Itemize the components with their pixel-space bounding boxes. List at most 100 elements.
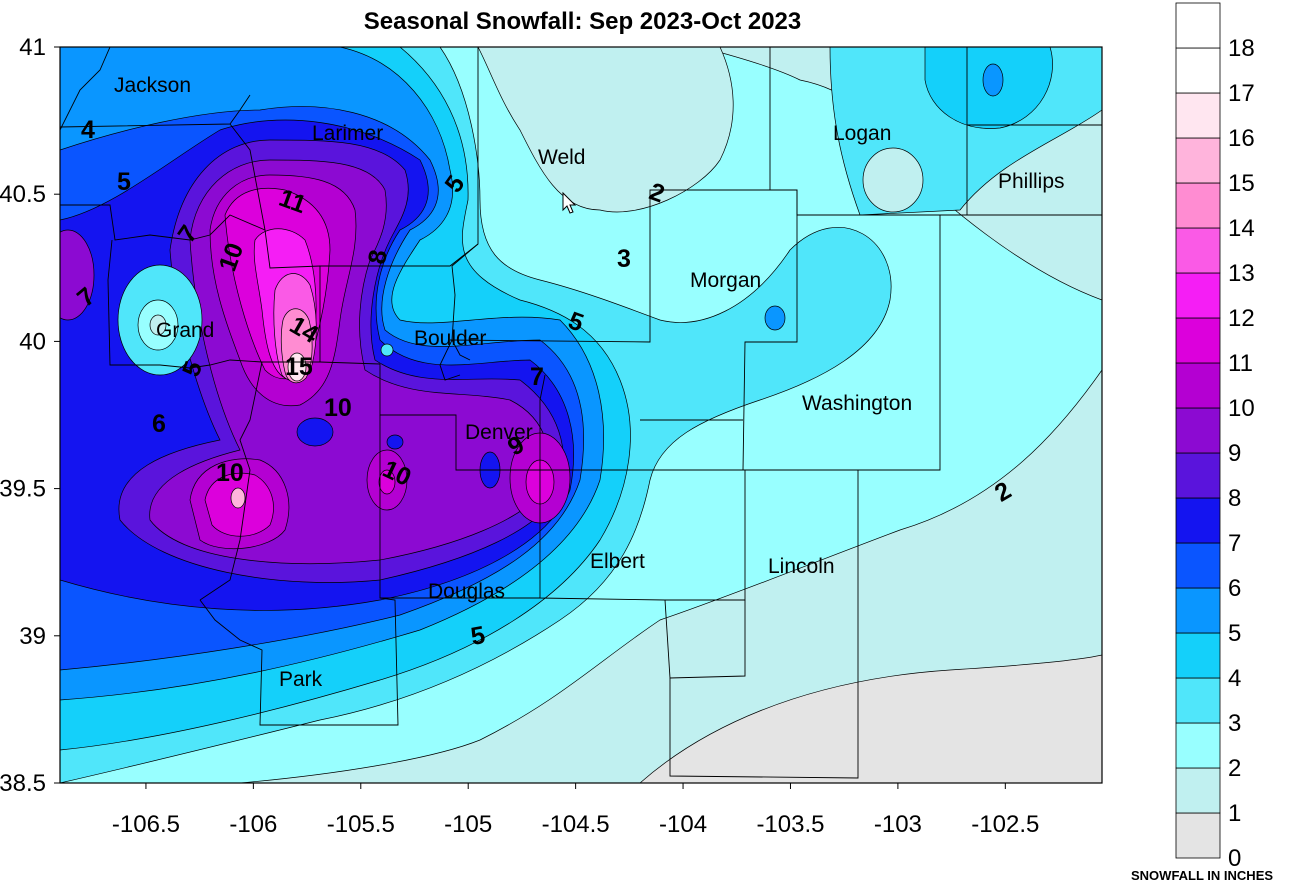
county-label-weld: Weld [538,146,585,169]
x-tick-label: -106.5 [112,811,180,838]
snowfall-band-boulder-pocket [380,343,394,357]
snowfall-band-south-peak [230,487,246,509]
legend-level-label: 8 [1228,485,1241,512]
snowfall-band-blue-pocket-1 [296,417,334,447]
snowfall-band-grand-low-core [149,314,167,336]
mouse-cursor-icon [562,191,577,214]
county-label-boulder: Boulder [414,327,486,350]
county-label-morgan: Morgan [690,269,761,292]
county-label-lincoln: Lincoln [768,555,835,578]
legend-level-label: 5 [1228,620,1241,647]
x-tick-label: -102.5 [971,811,1039,838]
contour-label: 7 [530,363,544,391]
legend-level-label: 6 [1228,575,1241,602]
y-tick-label: 40 [19,328,46,355]
legend-color-swatch [1175,677,1221,724]
legend-color-swatch [1175,317,1221,364]
county-label-denver: Denver [465,421,533,444]
legend-level-label: 9 [1228,440,1241,467]
legend-level-label: 10 [1228,395,1255,422]
legend-color-swatch [1175,407,1221,454]
legend-color-swatch [1175,137,1221,184]
county-label-park: Park [279,668,323,691]
county-label-jackson: Jackson [114,74,191,97]
legend-level-label: 14 [1228,215,1255,242]
legend-color-swatch [1175,362,1221,409]
snowfall-band-0-1 [639,654,1102,783]
legend-level-label: 2 [1228,755,1241,782]
legend-color-swatch [1175,272,1221,319]
county-label-douglas: Douglas [428,580,505,603]
contour-label: 3 [617,245,631,273]
county-label-elbert: Elbert [590,550,645,573]
contour-label: 15 [285,353,313,381]
map-plot-area [60,47,1102,783]
county-label-logan: Logan [833,122,891,145]
contour-label: 10 [324,394,352,422]
x-tick-label: -105.5 [327,811,395,838]
legend-level-label: 1 [1228,800,1241,827]
snowfall-band-2-3-logan [862,147,924,213]
x-tick-label: -104 [659,811,707,838]
legend-color-swatch [1175,632,1221,679]
x-tick-label: -105 [444,811,492,838]
x-tick-label: -103.5 [756,811,824,838]
y-axis: 41 40.5 40 39.5 39 38.5 [0,34,60,797]
county-label-phillips: Phillips [998,170,1065,193]
county-label-washington: Washington [802,392,912,415]
map-title: Seasonal Snowfall: Sep 2023-Oct 2023 [363,8,802,35]
legend-caption: SNOWFALL IN INCHES [1131,868,1274,883]
legend-level-label: 15 [1228,170,1255,197]
legend-color-swatch [1175,542,1221,589]
contour-label: 5 [469,621,488,651]
legend-level-label: 17 [1228,80,1255,107]
legend-color-swatch [1175,497,1221,544]
legend-color-swatch [1175,767,1221,814]
snowfall-band-15-16 [287,352,307,382]
legend-level-label: 4 [1228,665,1241,692]
y-tick-label: 39 [19,623,46,650]
legend-color-swatch [1175,227,1221,274]
snowfall-band-douglas-11-12 [378,469,396,495]
contour-label: 4 [81,116,95,144]
county-label-larimer: Larimer [312,122,383,145]
x-axis: -106.5 -106 -105.5 -105 -104.5 -104 -103.5 -103… [112,783,1039,838]
legend-level-label: 3 [1228,710,1241,737]
plot-frame [59,46,1103,784]
contour-label: 10 [216,459,244,487]
legend-level-label: 13 [1228,260,1255,287]
contour-label: 6 [152,410,166,438]
snowfall-band-morgan-pocket [764,305,786,331]
legend-level-label: 11 [1228,350,1253,377]
snowfall-band-1-2-weld [477,47,734,213]
legend-color-swatch [1175,47,1221,94]
y-tick-label: 39.5 [0,476,46,503]
county-label-grand: Grand [156,319,214,342]
legend-color-swatch [1175,452,1221,499]
county-boundaries [60,47,1102,779]
contour-label: 5 [117,168,131,196]
legend-level-label: 16 [1228,125,1255,152]
x-tick-label: -104.5 [542,811,610,838]
legend-level-label: 0 [1228,845,1241,872]
legend-color-swatch [1175,92,1221,139]
legend-level-label: 7 [1228,530,1241,557]
y-tick-label: 38.5 [0,770,46,797]
snowfall-band-west-7-8 [60,229,95,321]
legend-level-label: 18 [1228,35,1255,62]
snowfall-band-phillips-pocket [982,63,1004,97]
county-labels: Jackson Larimer Weld Logan Phillips Morg… [114,74,1065,691]
y-tick-label: 40.5 [0,181,46,208]
legend-color-swatch [1175,182,1221,229]
legend-color-swatch [1175,722,1221,769]
contour-label: 8 [363,248,393,267]
legend-level-label: 12 [1228,305,1255,332]
legend-color-swatch [1175,587,1221,634]
legend-color-swatch [1175,2,1221,49]
y-tick-label: 41 [19,34,46,61]
legend-color-swatch [1175,812,1221,859]
x-tick-label: -103 [874,811,922,838]
x-tick-label: -106 [229,811,277,838]
